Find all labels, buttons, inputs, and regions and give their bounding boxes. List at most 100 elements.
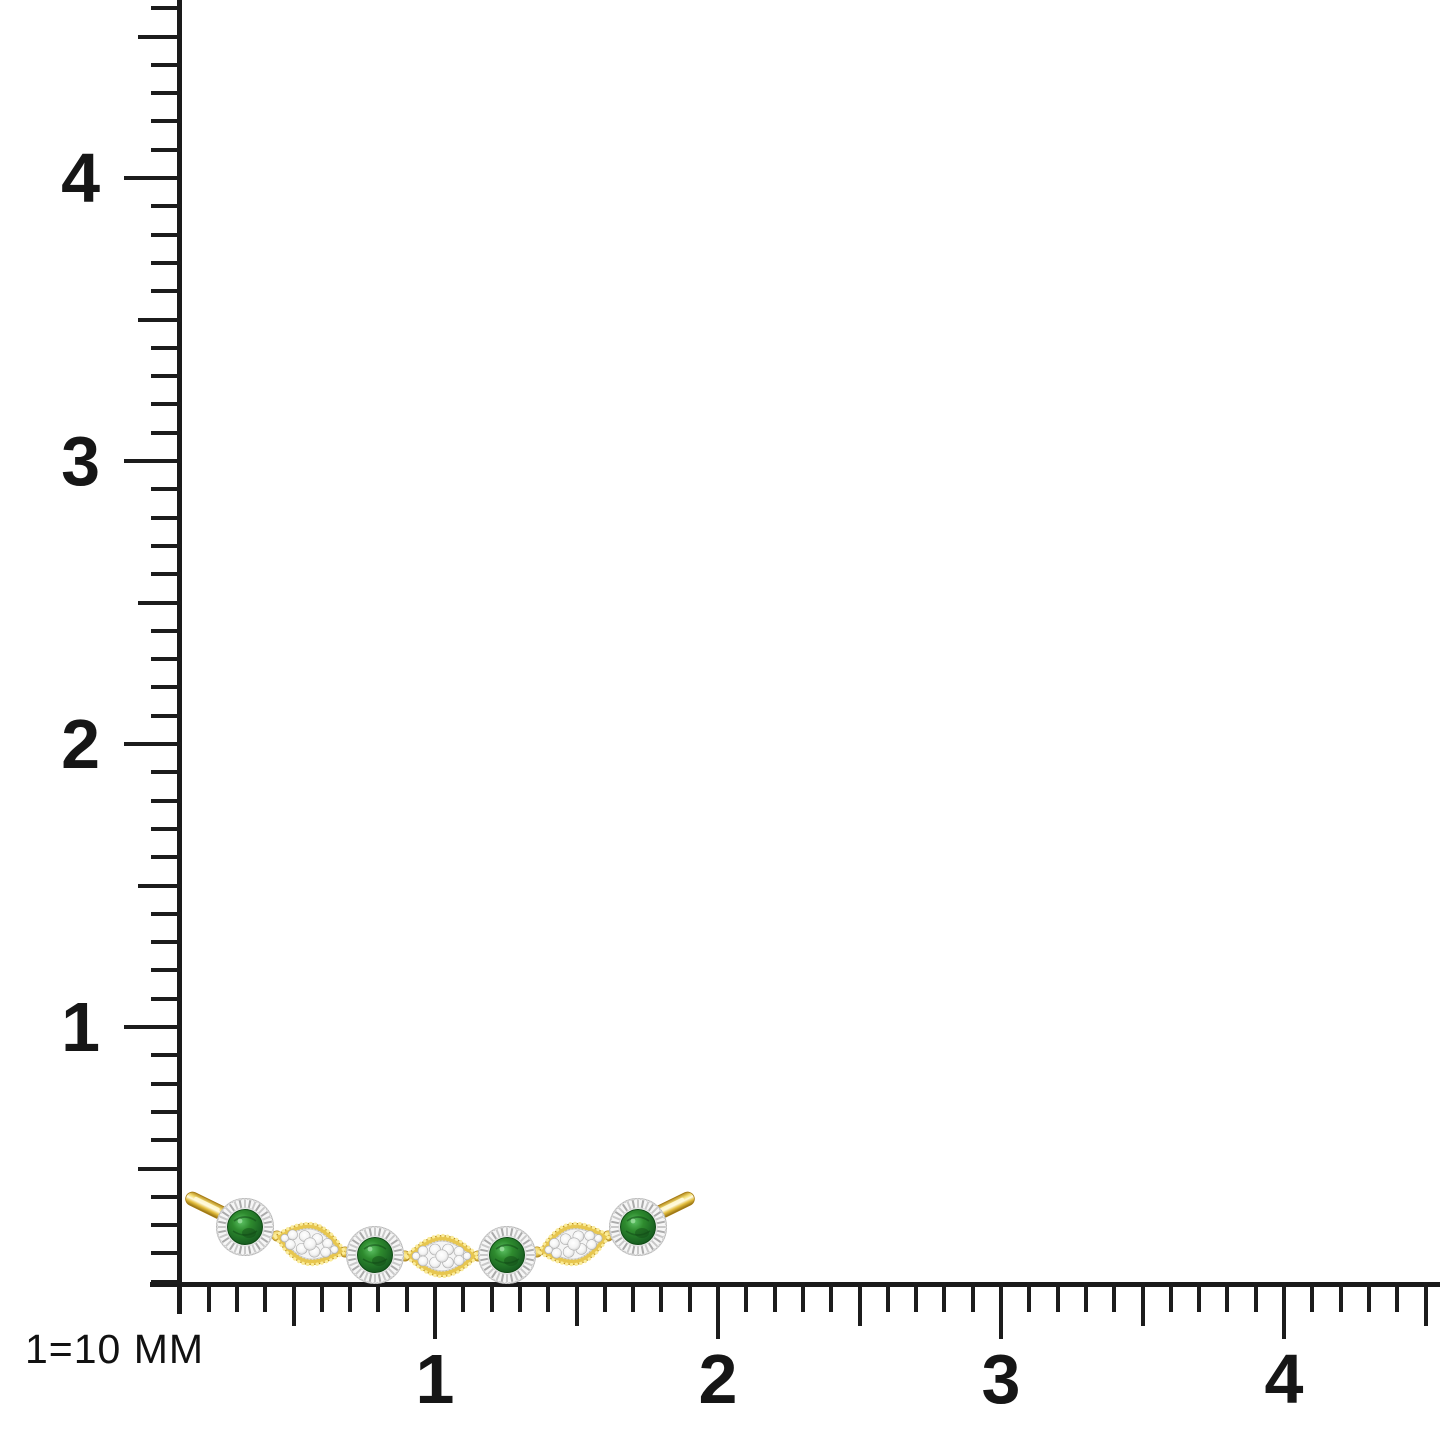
h-ruler-tick	[1366, 1282, 1371, 1312]
h-ruler-tick	[800, 1282, 805, 1312]
v-ruler-tick	[151, 402, 181, 407]
h-ruler-tick	[319, 1282, 324, 1312]
h-ruler-tick	[744, 1282, 749, 1312]
h-ruler-tick	[602, 1282, 607, 1312]
v-ruler-tick	[151, 6, 181, 11]
marquise-diamond-cluster	[272, 1221, 348, 1267]
green-stone-halo	[346, 1226, 404, 1284]
h-ruler-tick	[1253, 1282, 1258, 1312]
h-ruler-tick	[1423, 1282, 1428, 1326]
v-ruler-tick	[151, 345, 181, 350]
v-ruler-tick	[151, 1279, 181, 1284]
h-ruler-number: 4	[1264, 1340, 1304, 1418]
v-ruler-tick	[151, 515, 181, 520]
green-stone-halo	[478, 1226, 536, 1284]
v-ruler-tick	[151, 1081, 181, 1086]
v-ruler-tick	[151, 1194, 181, 1199]
v-ruler-tick	[151, 1251, 181, 1256]
h-ruler-tick	[574, 1282, 579, 1326]
v-ruler-tick	[151, 770, 181, 775]
v-ruler-tick	[151, 232, 181, 237]
v-ruler-tick	[151, 543, 181, 548]
horizontal-ruler-line	[150, 1282, 1440, 1287]
green-stone-halo	[609, 1198, 667, 1256]
h-ruler-tick	[234, 1282, 239, 1312]
v-ruler-tick	[138, 1166, 181, 1171]
h-ruler-tick	[829, 1282, 834, 1312]
h-ruler-tick	[885, 1282, 890, 1312]
v-ruler-tick	[151, 968, 181, 973]
v-ruler-tick	[151, 260, 181, 265]
v-ruler-tick	[151, 374, 181, 379]
v-ruler-tick	[151, 204, 181, 209]
h-ruler-tick	[263, 1282, 268, 1312]
h-ruler-tick	[716, 1282, 720, 1339]
v-ruler-tick	[151, 91, 181, 96]
v-ruler-tick	[151, 289, 181, 294]
h-ruler-tick	[461, 1282, 466, 1312]
h-ruler-tick	[857, 1282, 862, 1326]
h-ruler-tick	[999, 1282, 1003, 1339]
v-ruler-tick	[124, 459, 181, 463]
scale-note: 1=10 MM	[25, 1326, 205, 1372]
v-ruler-tick	[151, 940, 181, 945]
v-ruler-tick	[151, 657, 181, 662]
v-ruler-tick	[124, 176, 181, 180]
marquise-diamond-cluster	[403, 1233, 481, 1279]
v-ruler-number: 3	[61, 422, 100, 500]
h-ruler-tick	[433, 1282, 437, 1339]
v-ruler-tick	[138, 600, 181, 605]
h-ruler-tick	[772, 1282, 777, 1312]
h-ruler-tick	[1338, 1282, 1343, 1312]
v-ruler-tick	[151, 572, 181, 577]
v-ruler-tick	[151, 1138, 181, 1143]
h-ruler-tick	[1027, 1282, 1032, 1312]
v-ruler-number: 2	[61, 705, 100, 783]
h-ruler-tick	[517, 1282, 522, 1312]
h-ruler-number: 2	[698, 1340, 738, 1418]
h-ruler-number: 1	[415, 1340, 455, 1418]
h-ruler-tick	[1225, 1282, 1230, 1312]
h-ruler-tick	[1140, 1282, 1145, 1326]
v-ruler-tick	[151, 430, 181, 435]
v-ruler-tick	[151, 1223, 181, 1228]
h-ruler-tick	[659, 1282, 664, 1312]
v-ruler-tick	[151, 798, 181, 803]
v-ruler-tick	[151, 628, 181, 633]
green-stone-halo	[216, 1198, 274, 1256]
v-ruler-tick	[151, 826, 181, 831]
h-ruler-tick	[914, 1282, 919, 1312]
v-ruler-tick	[151, 119, 181, 124]
v-ruler-tick	[151, 147, 181, 152]
v-ruler-tick	[151, 713, 181, 718]
vertical-ruler-line	[177, 0, 182, 1314]
v-ruler-tick	[151, 487, 181, 492]
v-ruler-tick	[124, 1025, 181, 1029]
v-ruler-tick	[151, 1053, 181, 1058]
v-ruler-tick	[138, 317, 181, 322]
h-ruler-tick	[376, 1282, 381, 1312]
v-ruler-tick	[151, 996, 181, 1001]
h-ruler-tick	[1168, 1282, 1173, 1312]
v-ruler-tick	[151, 855, 181, 860]
h-ruler-tick	[1395, 1282, 1400, 1312]
v-ruler-tick	[151, 685, 181, 690]
h-ruler-tick	[970, 1282, 975, 1312]
v-ruler-tick	[151, 911, 181, 916]
h-ruler-tick	[404, 1282, 409, 1312]
h-ruler-tick	[489, 1282, 494, 1312]
h-ruler-tick	[631, 1282, 636, 1312]
v-ruler-tick	[138, 34, 181, 39]
h-ruler-tick	[1282, 1282, 1286, 1339]
h-ruler-tick	[687, 1282, 692, 1312]
h-ruler-tick	[546, 1282, 551, 1312]
marquise-diamond-cluster	[536, 1221, 612, 1267]
v-ruler-tick	[151, 62, 181, 67]
v-ruler-number: 4	[61, 139, 100, 217]
h-ruler-tick	[1083, 1282, 1088, 1312]
v-ruler-tick	[138, 883, 181, 888]
h-ruler-tick	[1112, 1282, 1117, 1312]
h-ruler-tick	[1055, 1282, 1060, 1312]
